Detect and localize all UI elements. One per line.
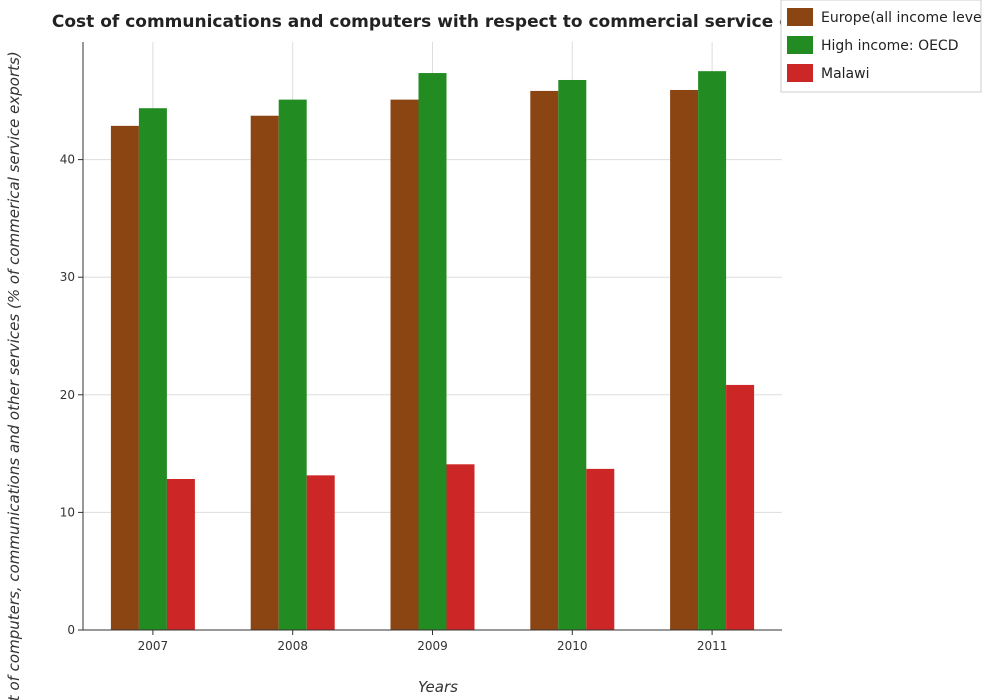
axes: 0 10 20 30 40 2007 2008 2009 2010 2011 [60,42,782,653]
bar-europe-all-income-levels-2007 [110,125,139,630]
chart-title: Cost of communications and computers wit… [52,12,852,32]
bar-malawi-2009 [446,464,475,630]
bar-high-income-oecd-2007 [138,108,167,630]
bar-high-income-oecd-2010 [558,79,587,630]
x-axis-label: Years [418,678,458,696]
x-tick-label: 2010 [557,639,588,653]
bar-europe-all-income-levels-2009 [390,99,419,630]
x-tick-label: 2011 [697,639,728,653]
legend-swatch [787,64,813,82]
legend-swatch [787,8,813,26]
y-tick-label: 40 [60,153,75,167]
bar-high-income-oecd-2009 [418,73,447,631]
x-tick-label: 2009 [417,639,448,653]
y-tick-label: 10 [60,505,75,519]
y-axis-label: Cost of computers, communications and ot… [5,51,23,700]
bar-malawi-2010 [586,468,615,630]
x-tick-label: 2008 [277,639,308,653]
legend: Europe(all income levels) High income: OE… [780,0,982,93]
bar-high-income-oecd-2008 [278,99,307,630]
legend-label: High income: OECD [821,38,959,54]
y-tick-label: 0 [67,623,75,637]
legend-label: Malawi [821,66,869,82]
bar-malawi-2011 [726,384,755,630]
y-tick-label: 30 [60,270,75,284]
bar-europe-all-income-levels-2010 [530,90,559,630]
legend-box [780,0,982,93]
legend-label: Europe(all income levels) [821,10,982,26]
bar-high-income-oecd-2011 [698,71,727,631]
x-tick-label: 2007 [138,639,169,653]
legend-swatch [787,36,813,54]
bar-malawi-2007 [166,479,195,630]
bar-malawi-2008 [306,475,335,630]
y-tick-label: 20 [60,388,75,402]
bar-europe-all-income-levels-2011 [670,89,699,631]
bars [110,71,755,631]
bar-europe-all-income-levels-2008 [250,115,279,630]
